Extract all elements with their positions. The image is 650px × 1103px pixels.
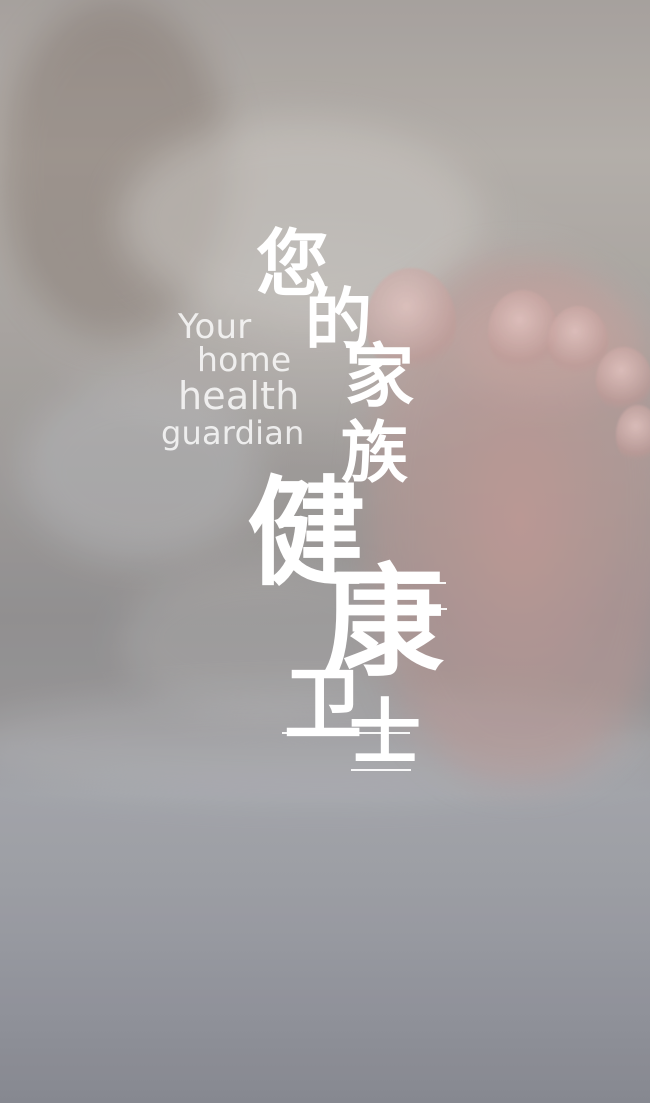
background-shape [120, 560, 420, 720]
decorative-rule [398, 582, 446, 584]
baby-toe [366, 268, 456, 378]
baby-toe [616, 405, 650, 465]
title-char-2: 的 [305, 280, 372, 359]
title-char-1: 您 [256, 221, 329, 307]
title-char-5: 健 [247, 463, 366, 602]
tagline-line-2: home [197, 340, 292, 379]
baby-toe [596, 347, 650, 413]
title-char-4: 族 [341, 413, 408, 492]
title-char-3: 家 [345, 336, 414, 417]
tagline-line-4: guardian [161, 414, 305, 452]
tagline-line-3: health [178, 374, 300, 418]
decorative-rule [351, 769, 411, 771]
title-char-7: 卫 [284, 659, 363, 750]
decorative-rule [397, 608, 447, 610]
decorative-rule [282, 732, 410, 734]
tagline-line-1: Your [178, 307, 252, 347]
baby-toe [488, 290, 558, 375]
background-shape [20, 380, 260, 560]
